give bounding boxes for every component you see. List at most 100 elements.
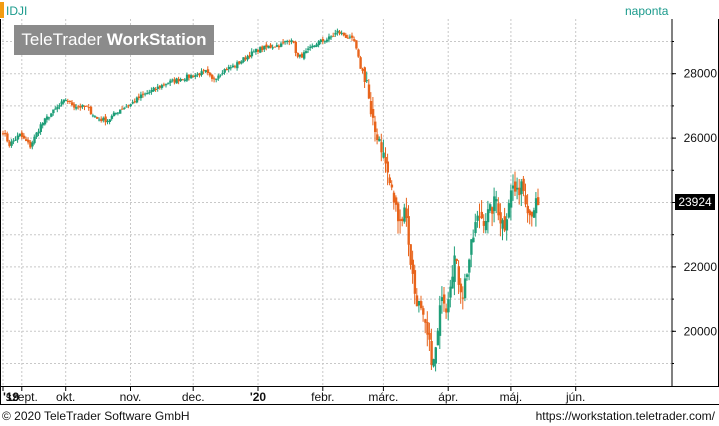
candle-body xyxy=(244,57,247,60)
candle-body xyxy=(417,300,421,306)
candle-body xyxy=(403,207,406,222)
candle xyxy=(334,29,337,37)
candle-body xyxy=(169,80,172,83)
x-tick-label: máj. xyxy=(500,390,523,404)
candle-body xyxy=(10,141,13,146)
period-label[interactable]: naponta xyxy=(625,4,669,18)
candle-body xyxy=(60,101,63,105)
candle-body xyxy=(273,46,277,48)
candle-body xyxy=(290,40,293,42)
candle-body xyxy=(192,76,195,77)
candle-body xyxy=(18,133,22,136)
grid-lines xyxy=(2,19,672,386)
candle xyxy=(158,85,162,90)
candle xyxy=(534,192,538,227)
candle-body xyxy=(211,74,214,79)
candle xyxy=(248,51,251,59)
candle-body xyxy=(81,104,84,107)
candle-body xyxy=(537,197,540,205)
candle-body xyxy=(526,205,529,214)
candle-body xyxy=(20,132,24,137)
candle-body xyxy=(413,270,417,294)
candle-body xyxy=(190,75,193,79)
candle-body xyxy=(37,131,40,134)
candle-body xyxy=(152,87,155,92)
candle-body xyxy=(123,107,126,109)
candle-body xyxy=(321,39,325,42)
candle xyxy=(219,74,222,78)
x-tick-label: szept. xyxy=(6,390,38,404)
candle xyxy=(73,102,76,111)
candle xyxy=(394,195,398,212)
candle xyxy=(116,112,120,116)
candle xyxy=(154,87,157,92)
candle-body xyxy=(440,297,444,301)
candle xyxy=(482,214,486,234)
source-url-link[interactable]: https://workstation.teletrader.com/ xyxy=(535,409,715,423)
candle-body xyxy=(376,134,379,141)
candle-body xyxy=(484,221,488,231)
candle xyxy=(18,133,22,138)
candle xyxy=(296,52,300,59)
candle-body xyxy=(234,66,237,68)
y-axis-ticks: 20000 22000 26000 28000 xyxy=(672,41,717,364)
candle xyxy=(526,194,529,223)
candle-body xyxy=(401,218,404,222)
candle-body xyxy=(491,207,494,214)
candle xyxy=(29,140,32,149)
candle-body xyxy=(25,139,28,141)
candle xyxy=(137,93,141,101)
candle xyxy=(311,43,314,49)
candle xyxy=(365,71,369,83)
candle xyxy=(376,128,379,145)
candle xyxy=(463,273,467,302)
candle-body xyxy=(509,190,513,208)
candle-body xyxy=(41,123,45,126)
candle-body xyxy=(411,259,414,274)
candle-body xyxy=(261,46,264,50)
candle-body xyxy=(501,220,504,229)
candle-body xyxy=(359,57,362,69)
candle xyxy=(447,292,450,321)
candle-body xyxy=(489,204,492,211)
candle xyxy=(135,96,139,104)
candle-body xyxy=(294,41,297,53)
candle-body xyxy=(206,69,210,73)
candle-body xyxy=(259,47,262,53)
candle-body xyxy=(518,187,521,196)
candle-body xyxy=(392,192,396,203)
candle-body xyxy=(457,266,460,285)
candle-body xyxy=(346,37,350,39)
x-tick-label: '19 xyxy=(3,390,20,404)
candle-body xyxy=(315,44,318,47)
candle-body xyxy=(116,112,120,114)
candle-body xyxy=(507,203,511,218)
candle-body xyxy=(499,212,502,224)
candle-body xyxy=(85,105,88,107)
candle xyxy=(424,318,427,334)
candle-body xyxy=(27,139,30,143)
candle-body xyxy=(183,79,187,81)
candle xyxy=(361,67,364,74)
candle xyxy=(430,328,433,370)
candle xyxy=(254,48,258,55)
candle xyxy=(25,136,28,142)
candle xyxy=(148,89,151,95)
candle xyxy=(20,130,24,140)
candle xyxy=(102,116,105,123)
candle xyxy=(60,99,63,107)
candle xyxy=(436,328,440,346)
candle xyxy=(12,138,15,145)
candle-body xyxy=(94,116,97,118)
candle-body xyxy=(133,101,137,103)
candle xyxy=(459,278,463,304)
candle-body xyxy=(71,102,74,106)
candle xyxy=(294,40,297,57)
candle-body xyxy=(31,142,34,147)
candle-body xyxy=(405,208,408,218)
candle-body xyxy=(336,30,339,33)
candle xyxy=(265,42,268,51)
candle-body xyxy=(455,258,458,261)
candle-body xyxy=(87,107,91,109)
